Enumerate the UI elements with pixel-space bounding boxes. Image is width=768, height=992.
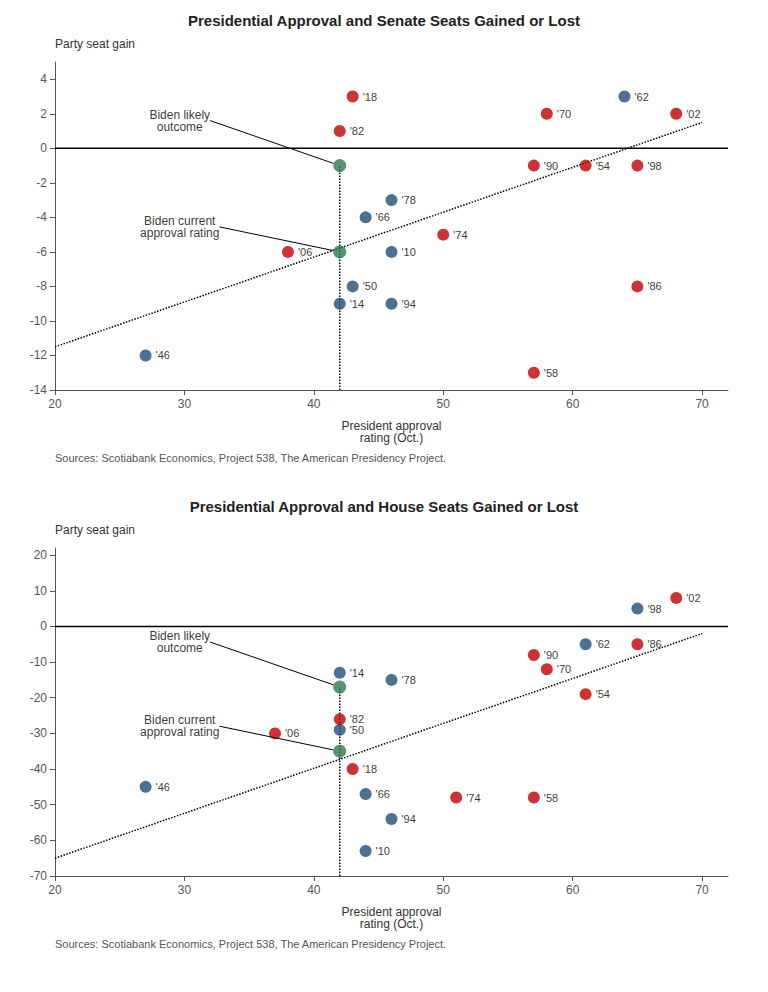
svg-text:Biden current: Biden current bbox=[144, 713, 216, 728]
svg-text:'14: '14 bbox=[350, 667, 364, 679]
svg-text:'62: '62 bbox=[596, 638, 610, 650]
svg-text:'86: '86 bbox=[647, 280, 661, 292]
svg-text:-70: -70 bbox=[30, 869, 48, 883]
svg-text:outcome: outcome bbox=[157, 120, 203, 134]
svg-text:4: 4 bbox=[40, 72, 47, 86]
svg-text:2: 2 bbox=[40, 107, 47, 121]
svg-text:rating (Oct.): rating (Oct.) bbox=[360, 431, 423, 445]
svg-text:Presidential Approval and Sena: Presidential Approval and Senate Seats G… bbox=[188, 12, 580, 29]
svg-text:'66: '66 bbox=[376, 211, 390, 223]
svg-text:30: 30 bbox=[178, 397, 192, 411]
svg-text:'14: '14 bbox=[350, 298, 364, 310]
svg-text:60: 60 bbox=[566, 883, 580, 897]
svg-text:'54: '54 bbox=[596, 160, 610, 172]
svg-text:'18: '18 bbox=[363, 763, 377, 775]
svg-text:Sources: Scotiabank Economics,: Sources: Scotiabank Economics, Project 5… bbox=[55, 938, 446, 950]
svg-text:-50: -50 bbox=[30, 798, 48, 812]
svg-text:approval rating: approval rating bbox=[140, 725, 219, 739]
svg-text:'90: '90 bbox=[544, 649, 558, 661]
svg-text:'06: '06 bbox=[298, 246, 312, 258]
svg-text:'78: '78 bbox=[402, 194, 416, 206]
svg-text:'54: '54 bbox=[596, 688, 610, 700]
svg-text:20: 20 bbox=[48, 397, 62, 411]
svg-text:-60: -60 bbox=[30, 833, 48, 847]
svg-text:'90: '90 bbox=[544, 160, 558, 172]
svg-text:'50: '50 bbox=[350, 724, 364, 736]
svg-text:Sources: Scotiabank Economics,: Sources: Scotiabank Economics, Project 5… bbox=[55, 452, 446, 464]
svg-text:Presidential Approval and Hous: Presidential Approval and House Seats Ga… bbox=[190, 498, 579, 515]
svg-text:'98: '98 bbox=[647, 603, 661, 615]
svg-text:'02: '02 bbox=[686, 108, 700, 120]
svg-text:'94: '94 bbox=[402, 813, 416, 825]
svg-text:20: 20 bbox=[48, 883, 62, 897]
svg-text:'62: '62 bbox=[634, 91, 648, 103]
svg-text:'82: '82 bbox=[350, 713, 364, 725]
svg-text:-10: -10 bbox=[30, 314, 48, 328]
svg-text:'02: '02 bbox=[686, 592, 700, 604]
svg-text:'58: '58 bbox=[544, 367, 558, 379]
svg-text:70: 70 bbox=[695, 397, 709, 411]
svg-text:Party seat gain: Party seat gain bbox=[55, 523, 135, 537]
svg-text:'86: '86 bbox=[647, 638, 661, 650]
svg-text:-40: -40 bbox=[30, 762, 48, 776]
svg-text:-30: -30 bbox=[30, 726, 48, 740]
svg-text:'06: '06 bbox=[285, 727, 299, 739]
svg-text:-20: -20 bbox=[30, 691, 48, 705]
svg-text:-10: -10 bbox=[30, 655, 48, 669]
svg-text:'18: '18 bbox=[363, 91, 377, 103]
svg-text:'82: '82 bbox=[350, 125, 364, 137]
svg-text:President approval: President approval bbox=[341, 905, 442, 919]
svg-text:'50: '50 bbox=[363, 280, 377, 292]
svg-text:Biden current: Biden current bbox=[144, 213, 216, 228]
svg-text:rating (Oct.): rating (Oct.) bbox=[360, 917, 423, 931]
svg-text:40: 40 bbox=[307, 883, 321, 897]
svg-text:President approval: President approval bbox=[341, 419, 442, 433]
svg-text:40: 40 bbox=[307, 397, 321, 411]
svg-text:approval rating: approval rating bbox=[140, 226, 219, 240]
svg-text:'10: '10 bbox=[376, 845, 390, 857]
svg-text:50: 50 bbox=[437, 883, 451, 897]
svg-text:Biden likely: Biden likely bbox=[149, 629, 211, 643]
svg-text:outcome: outcome bbox=[157, 641, 203, 655]
svg-text:-8: -8 bbox=[36, 279, 47, 293]
svg-text:'70: '70 bbox=[557, 108, 571, 120]
svg-text:'74: '74 bbox=[466, 792, 480, 804]
svg-text:'70: '70 bbox=[557, 663, 571, 675]
svg-text:'46: '46 bbox=[156, 349, 170, 361]
svg-text:50: 50 bbox=[437, 397, 451, 411]
svg-text:Party seat gain: Party seat gain bbox=[55, 37, 135, 51]
svg-text:'94: '94 bbox=[402, 298, 416, 310]
svg-text:0: 0 bbox=[40, 619, 47, 633]
svg-text:20: 20 bbox=[34, 548, 48, 562]
svg-text:'74: '74 bbox=[453, 229, 467, 241]
svg-text:10: 10 bbox=[34, 584, 48, 598]
svg-text:'98: '98 bbox=[647, 160, 661, 172]
svg-text:30: 30 bbox=[178, 883, 192, 897]
svg-text:-6: -6 bbox=[36, 245, 47, 259]
svg-text:0: 0 bbox=[40, 141, 47, 155]
svg-text:Biden likely: Biden likely bbox=[149, 107, 211, 122]
svg-text:70: 70 bbox=[695, 883, 709, 897]
svg-text:'66: '66 bbox=[376, 788, 390, 800]
svg-text:'58: '58 bbox=[544, 792, 558, 804]
svg-text:'78: '78 bbox=[402, 674, 416, 686]
svg-text:-12: -12 bbox=[30, 348, 48, 362]
svg-text:-2: -2 bbox=[36, 176, 47, 190]
svg-text:60: 60 bbox=[566, 397, 580, 411]
svg-text:-14: -14 bbox=[30, 383, 48, 397]
svg-text:'10: '10 bbox=[402, 246, 416, 258]
svg-text:-4: -4 bbox=[36, 210, 47, 224]
svg-text:'46: '46 bbox=[156, 781, 170, 793]
